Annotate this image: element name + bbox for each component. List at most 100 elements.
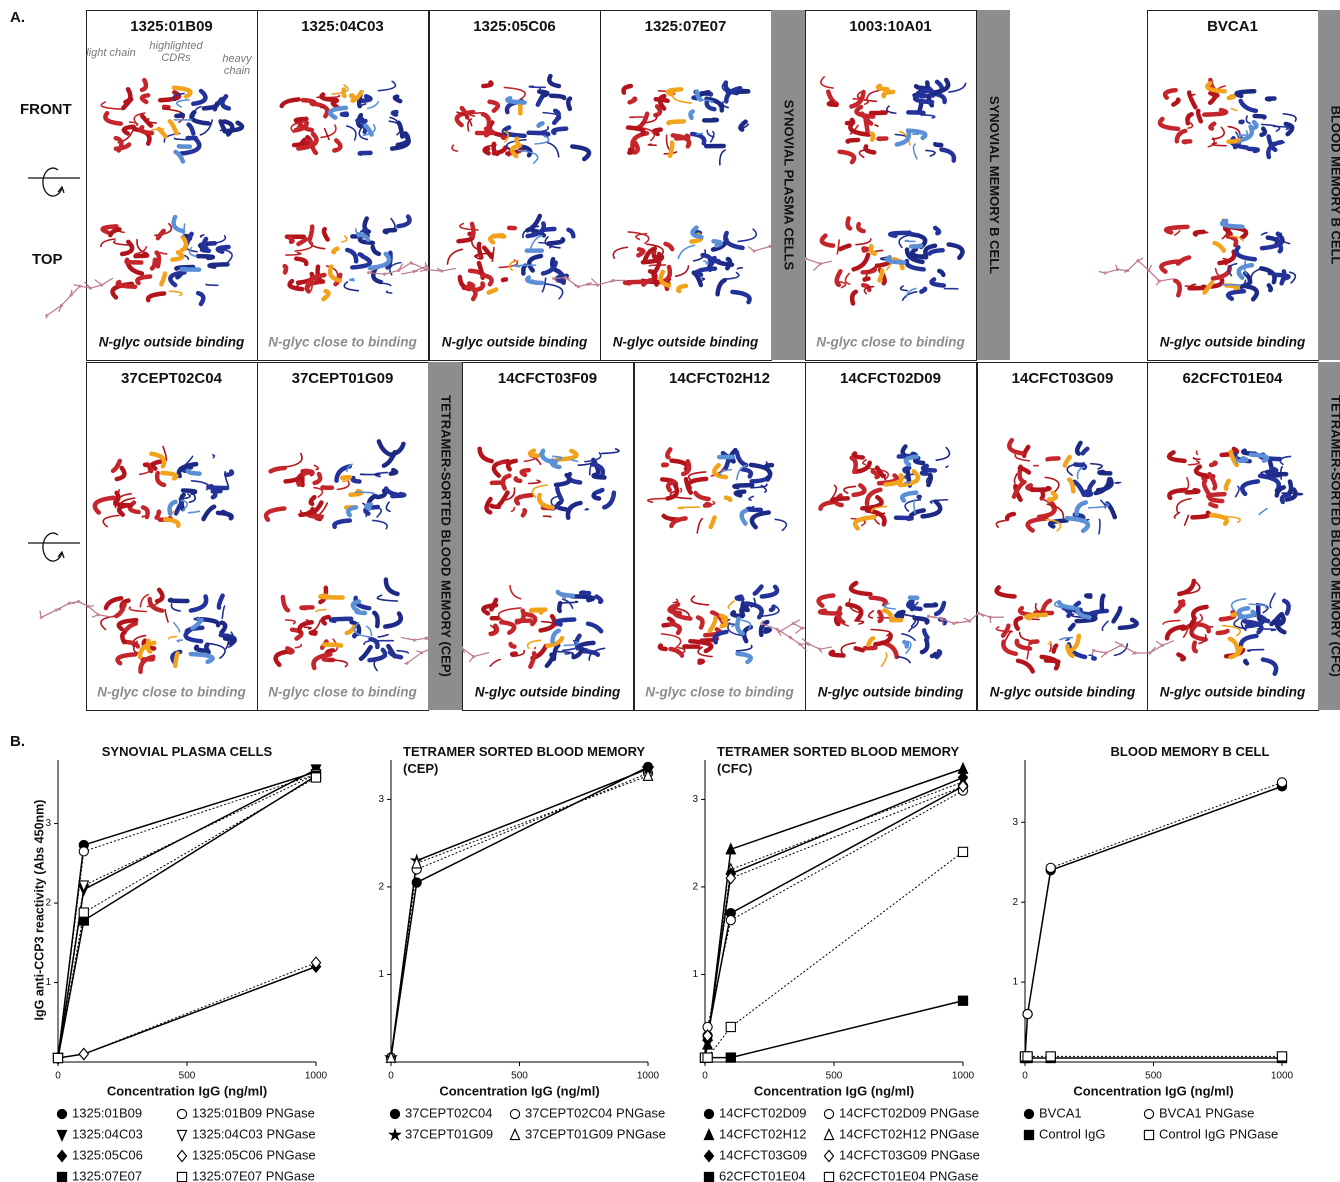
panel-title: 1003:10A01 bbox=[849, 18, 932, 35]
structure-ribbon bbox=[1210, 504, 1216, 506]
structure-ribbon bbox=[523, 266, 525, 274]
legend-marker bbox=[704, 1150, 713, 1161]
structure-ribbon bbox=[832, 498, 848, 501]
structure-ribbon bbox=[492, 506, 499, 507]
structure-ribbon bbox=[541, 229, 554, 231]
legend-label: 1325:01B09 PNGase bbox=[192, 1105, 315, 1120]
chart-title: TETRAMER SORTED BLOOD MEMORY (CFC) bbox=[717, 743, 992, 777]
y-tick-label: 1 bbox=[692, 969, 698, 980]
structure-ribbon bbox=[568, 99, 570, 109]
data-point bbox=[958, 996, 967, 1005]
structure-ribbon bbox=[523, 510, 525, 515]
structure-ribbon bbox=[170, 600, 187, 601]
series-line bbox=[391, 776, 648, 1058]
structure-ribbon bbox=[1115, 483, 1120, 484]
legend-marker bbox=[57, 1109, 66, 1118]
structure-ribbon bbox=[904, 642, 906, 646]
data-point bbox=[1046, 1052, 1055, 1061]
structure-ribbon bbox=[157, 512, 159, 518]
structure-ribbon bbox=[922, 472, 926, 473]
glycan-node bbox=[40, 616, 43, 619]
series-line bbox=[705, 852, 963, 1058]
structure-ribbon bbox=[1189, 287, 1205, 289]
panel-label: A. bbox=[10, 9, 25, 26]
legend-label: Control IgG bbox=[1039, 1126, 1105, 1141]
structure-ribbon bbox=[290, 238, 293, 242]
structure-ribbon bbox=[1211, 463, 1216, 465]
chart: 12305001000Concentration IgG (ng/ml)14CF… bbox=[692, 760, 979, 1182]
legend-marker bbox=[1144, 1109, 1153, 1118]
structure-ribbon bbox=[690, 112, 692, 118]
data-point bbox=[79, 908, 88, 917]
panel-caption: N-glyc close to binding bbox=[268, 335, 417, 350]
panel-title: 1325:05C06 bbox=[473, 18, 556, 35]
structure-ribbon bbox=[516, 478, 520, 480]
glycan-node bbox=[1104, 271, 1107, 274]
legend-marker bbox=[824, 1129, 833, 1139]
structure-ribbon bbox=[493, 236, 504, 237]
structure-ribbon bbox=[1187, 490, 1199, 492]
legend-marker bbox=[177, 1172, 186, 1181]
structure-ribbon bbox=[210, 264, 228, 266]
structure-ribbon bbox=[669, 121, 684, 123]
glycan-node bbox=[367, 271, 370, 274]
y-tick-label: 3 bbox=[378, 794, 384, 805]
structure-ribbon bbox=[713, 241, 720, 245]
panel-frame bbox=[601, 11, 772, 361]
structure-ribbon bbox=[1223, 284, 1240, 285]
y-tick-label: 1 bbox=[1012, 977, 1018, 988]
structure-ribbon bbox=[529, 133, 549, 135]
structure-ribbon bbox=[1290, 482, 1291, 493]
panel-caption: N-glyc outside binding bbox=[99, 335, 245, 350]
structure-ribbon bbox=[301, 607, 312, 608]
structure-ribbon bbox=[343, 90, 344, 96]
structure-ribbon bbox=[896, 615, 902, 616]
glycan-node bbox=[760, 622, 763, 625]
figure: A. FRONT TOP B. IgG anti-CCP3 reactivity… bbox=[0, 0, 1340, 1182]
structure-ribbon bbox=[1184, 141, 1190, 142]
glycan bbox=[71, 286, 80, 295]
structure-ribbon bbox=[360, 153, 371, 154]
legend-marker bbox=[1024, 1109, 1033, 1118]
panel-title: 14CFCT02D09 bbox=[840, 370, 941, 387]
glycan bbox=[1099, 270, 1118, 273]
legend-marker bbox=[1144, 1130, 1153, 1139]
legend-marker bbox=[177, 1150, 186, 1161]
structure-ribbon bbox=[704, 120, 717, 121]
glycan-node bbox=[1092, 649, 1095, 652]
legend-label: 37CEPT02C04 bbox=[405, 1105, 492, 1120]
y-tick-label: 2 bbox=[378, 882, 384, 893]
legend-label: 1325:07E07 PNGase bbox=[192, 1168, 315, 1182]
x-tick-label: 500 bbox=[179, 1071, 196, 1082]
structure-ribbon bbox=[320, 596, 342, 598]
series-line bbox=[58, 967, 316, 1058]
group-label: BLOOD MEMORY B CELL bbox=[1329, 106, 1340, 265]
structure-ribbon bbox=[1086, 595, 1090, 596]
structure-ribbon bbox=[581, 593, 589, 594]
y-tick-label: 3 bbox=[692, 794, 698, 805]
y-tick-label: 3 bbox=[45, 818, 51, 829]
legend-marker bbox=[390, 1109, 399, 1118]
structure-ribbon bbox=[866, 120, 868, 131]
structure-ribbon bbox=[182, 269, 199, 270]
structure-ribbon bbox=[1102, 596, 1104, 611]
y-tick-label: 2 bbox=[45, 898, 51, 909]
structure-ribbon bbox=[705, 504, 710, 506]
structure-ribbon bbox=[1099, 472, 1110, 474]
structure-ribbon bbox=[765, 629, 769, 632]
data-point bbox=[726, 1053, 735, 1062]
glycan-node bbox=[552, 277, 555, 280]
structure-ribbon bbox=[1269, 285, 1271, 290]
x-tick-label: 500 bbox=[826, 1071, 843, 1082]
panel-title: 14CFCT03F09 bbox=[498, 370, 597, 387]
structure-ribbon bbox=[188, 471, 200, 474]
structure-ribbon bbox=[532, 610, 541, 613]
legend-label: BVCA1 PNGase bbox=[1159, 1105, 1254, 1120]
panel-frame bbox=[1148, 11, 1319, 361]
legend-marker bbox=[390, 1129, 400, 1139]
structure-ribbon bbox=[331, 619, 351, 621]
structure-ribbon bbox=[311, 632, 316, 633]
data-point bbox=[53, 1053, 62, 1062]
structure-ribbon bbox=[1228, 140, 1239, 142]
structure-ribbon bbox=[213, 490, 215, 497]
